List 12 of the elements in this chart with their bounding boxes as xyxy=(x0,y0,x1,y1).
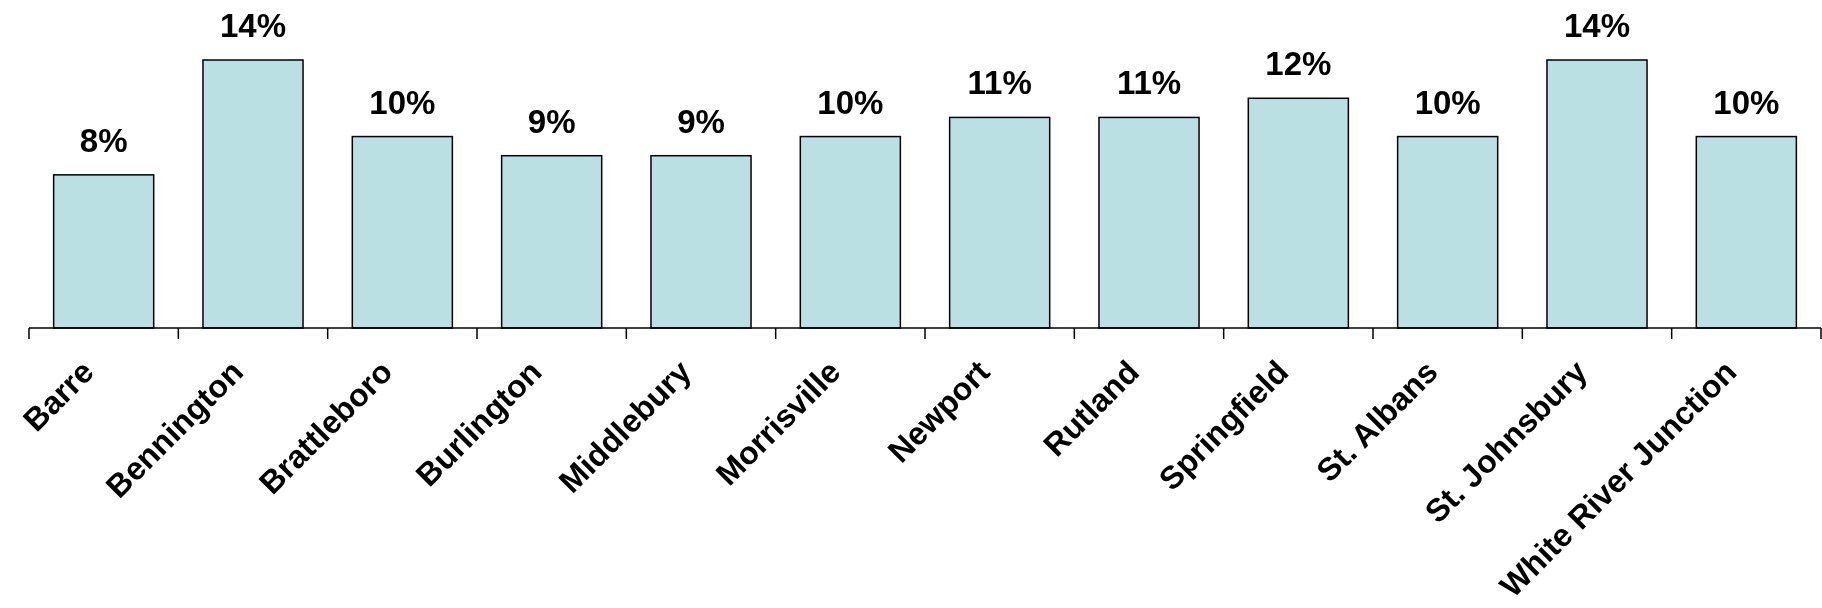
data-label: 10% xyxy=(1713,83,1780,121)
data-label: 14% xyxy=(219,7,287,44)
data-label: 10% xyxy=(817,83,884,121)
data-label: 8% xyxy=(79,121,128,159)
data-label: 9% xyxy=(527,102,576,140)
data-label: 11% xyxy=(1116,64,1182,102)
data-label: 9% xyxy=(677,102,725,140)
data-label: 11% xyxy=(967,64,1032,102)
data-label: 14% xyxy=(1563,7,1631,44)
data-label: 10% xyxy=(1414,83,1481,121)
data-label: 10% xyxy=(369,83,436,121)
data-label: 12% xyxy=(1265,45,1332,83)
